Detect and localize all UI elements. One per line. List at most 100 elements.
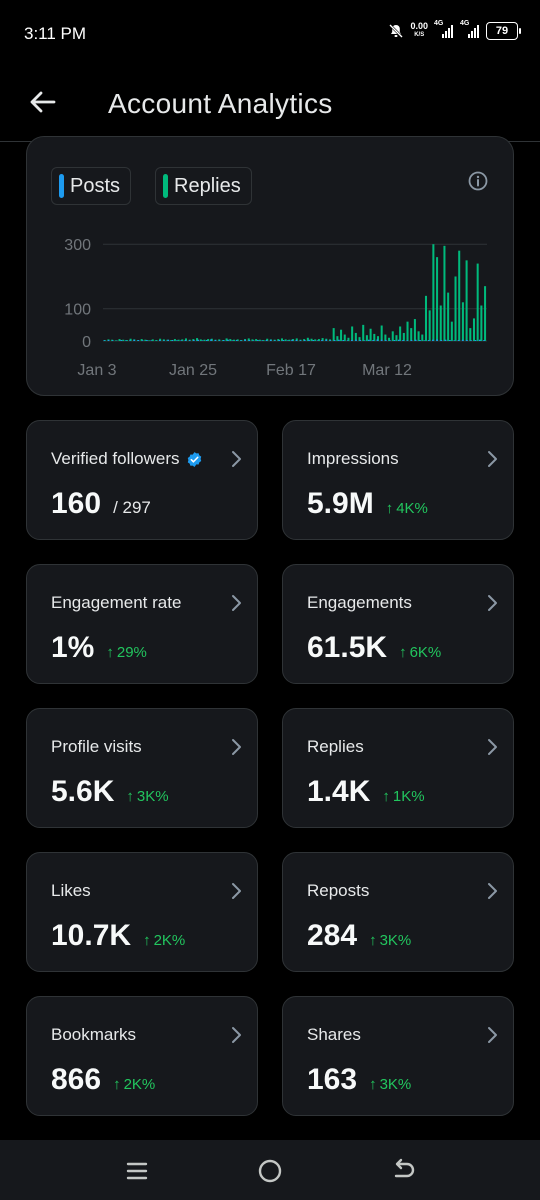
replies-bar: [484, 286, 487, 341]
metric-value-row: 10.7K ↑ 2K%: [51, 919, 185, 953]
analytics-chart: 0 100 300 Jan 3 Jan 25 Feb 17 Mar 12: [64, 237, 487, 379]
replies-bar: [328, 339, 331, 341]
replies-bar: [184, 338, 187, 341]
posts-bar: [440, 340, 443, 341]
legend-posts-label: Posts: [70, 174, 121, 197]
metric-value-row: 866 ↑ 2K%: [51, 1063, 155, 1097]
metric-card-replies[interactable]: Replies 1.4K ↑ 1K%: [282, 708, 514, 828]
up-arrow-icon: ↑: [143, 932, 151, 949]
chevron-right-icon: [488, 595, 497, 611]
metric-card-verified-followers[interactable]: Verified followers 160 / 297: [26, 420, 258, 540]
signal-1-label: 4G: [434, 20, 444, 27]
metric-card-reposts[interactable]: Reposts 284 ↑ 3K%: [282, 852, 514, 972]
replies-bar: [277, 339, 280, 341]
metric-card-bookmarks[interactable]: Bookmarks 866 ↑ 2K%: [26, 996, 258, 1116]
metric-card-likes[interactable]: Likes 10.7K ↑ 2K%: [26, 852, 258, 972]
metric-value: 866: [51, 1063, 102, 1096]
metric-change: ↑ 3K%: [369, 932, 411, 949]
posts-bar: [338, 339, 340, 341]
replies-bar: [340, 329, 343, 341]
x-tick-label: Feb 17: [266, 362, 316, 379]
metric-change-value: 3K%: [379, 1076, 412, 1093]
metric-card-engagements[interactable]: Engagements 61.5K ↑ 6K%: [282, 564, 514, 684]
posts-bar: [248, 340, 251, 341]
metric-label: Engagements: [307, 593, 412, 613]
posts-bar: [329, 340, 332, 341]
metric-label: Likes: [51, 881, 91, 901]
posts-bar: [321, 340, 323, 341]
posts-bar: [402, 340, 404, 341]
replies-bar: [454, 276, 457, 341]
metric-card-shares[interactable]: Shares 163 ↑ 3K%: [282, 996, 514, 1116]
back-nav-button[interactable]: [391, 1158, 417, 1184]
back-nav-icon: [394, 1158, 415, 1178]
replies-bar: [428, 310, 431, 341]
metric-value: 1%: [51, 631, 95, 664]
posts-bar: [150, 340, 153, 341]
metric-label-text: Engagement rate: [51, 593, 182, 612]
posts-bar: [478, 339, 481, 341]
posts-bar: [474, 340, 477, 341]
recents-button[interactable]: [124, 1158, 150, 1184]
y-tick-label: 300: [64, 237, 91, 254]
home-button[interactable]: [257, 1158, 283, 1184]
recents-icon: [126, 1162, 148, 1180]
posts-bar: [291, 339, 293, 341]
info-icon: [468, 171, 488, 191]
back-button[interactable]: [26, 86, 58, 118]
replies-bar: [358, 337, 361, 341]
posts-bar: [222, 340, 225, 341]
posts-bar: [393, 340, 396, 341]
up-arrow-icon: ↑: [126, 788, 134, 805]
metric-card-profile-visits[interactable]: Profile visits 5.6K ↑ 3K%: [26, 708, 258, 828]
metric-change-value: 2K%: [153, 932, 186, 949]
metric-label: Engagement rate: [51, 593, 181, 613]
posts-bar: [205, 340, 208, 341]
replies-bar: [225, 338, 228, 341]
posts-bar: [257, 340, 259, 341]
replies-bar: [148, 340, 151, 341]
posts-bar: [120, 340, 123, 341]
posts-bar: [137, 340, 140, 341]
posts-bar: [406, 340, 409, 341]
posts-bar: [359, 340, 362, 341]
info-button[interactable]: [467, 170, 489, 192]
replies-bar: [402, 332, 405, 341]
app-header: Account Analytics: [0, 66, 540, 142]
replies-bar: [476, 263, 479, 341]
metric-label-text: Shares: [307, 1025, 361, 1044]
replies-bar: [354, 332, 357, 341]
metric-card-engagement-rate[interactable]: Engagement rate 1% ↑ 29%: [26, 564, 258, 684]
posts-bar: [184, 340, 187, 341]
metric-card-impressions[interactable]: Impressions 5.9M ↑ 4K%: [282, 420, 514, 540]
posts-bar: [304, 340, 306, 341]
metric-change: ↑ 2K%: [113, 1076, 155, 1093]
posts-bar: [252, 340, 255, 341]
posts-bar: [240, 340, 242, 341]
legend-posts[interactable]: Posts: [51, 167, 132, 205]
posts-bar: [235, 340, 238, 341]
replies-bar: [314, 339, 317, 341]
metric-change: ↑ 6K%: [399, 644, 441, 661]
posts-bar: [350, 340, 353, 341]
replies-bar: [129, 338, 132, 341]
x-tick-label: Jan 3: [77, 362, 116, 379]
replies-bar: [140, 339, 143, 341]
posts-bar: [380, 339, 383, 341]
metric-label-text: Likes: [51, 881, 91, 900]
metric-label: Reposts: [307, 881, 369, 901]
posts-bar: [363, 340, 366, 341]
posts-bar: [167, 339, 170, 341]
chevron-right-icon: [488, 1027, 497, 1043]
metric-label: Bookmarks: [51, 1025, 136, 1045]
replies-bar: [332, 328, 335, 341]
legend-replies[interactable]: Replies: [155, 167, 252, 205]
posts-bar: [449, 340, 451, 341]
metric-value: 10.7K: [51, 919, 132, 952]
posts-bar: [286, 340, 289, 341]
replies-bar: [395, 335, 398, 341]
posts-bar: [372, 340, 374, 341]
replies-bar: [236, 339, 239, 341]
posts-bar: [432, 339, 434, 341]
replies-bar: [469, 328, 472, 341]
